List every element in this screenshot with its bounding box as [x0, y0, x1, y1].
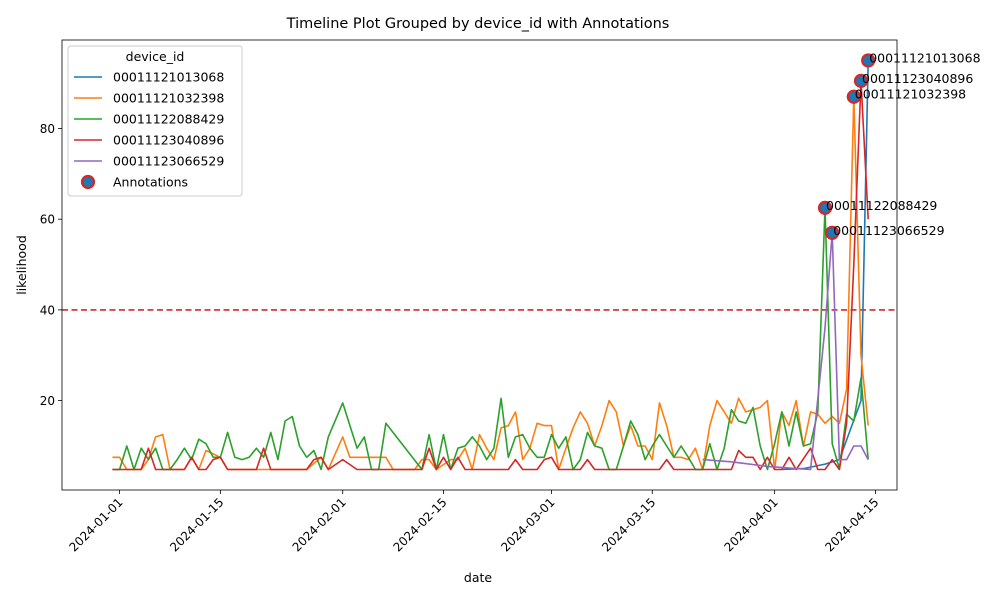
legend-entry-annotations: Annotations: [113, 175, 188, 190]
legend: device_id 00011121013068 00011121032398 000…: [67, 45, 243, 197]
annotation-marker: [853, 73, 869, 88]
annotations: 00011121013068 00011123040896000111210323…: [817, 50, 981, 240]
annotation-label: 00011121032398: [855, 87, 966, 102]
legend-annotation-marker: [80, 174, 96, 190]
axes-frame: [61, 39, 898, 491]
annotation-marker: [817, 200, 833, 215]
legend-entry: 00011123040896: [113, 133, 224, 148]
legend-title: device_id: [126, 49, 185, 64]
legend-entry: 00011123066529: [113, 154, 224, 169]
x-axis-label: date: [464, 570, 492, 585]
y-tick-label: 40: [40, 303, 55, 317]
y-tick-label: 60: [40, 213, 55, 227]
series-line-00011123066529: [702, 232, 869, 471]
annotation-label: 00011123040896: [862, 71, 973, 86]
series-lines: [112, 60, 869, 471]
annotation-label: 00011121013068: [869, 50, 980, 65]
annotation-marker: [825, 225, 840, 240]
y-axis-label: likelihood: [14, 235, 29, 295]
series-line-00011122088429: [112, 207, 869, 471]
legend-entry: 00011121013068: [113, 70, 224, 85]
legend-box: [67, 45, 243, 197]
legend-entry: 00011122088429: [113, 112, 224, 127]
annotation-marker: [861, 53, 876, 68]
y-axis-ticks: 20 40 60 80: [40, 122, 62, 408]
legend-entry: 00011121032398: [113, 91, 224, 106]
chart-title: Timeline Plot Grouped by device_id with …: [286, 16, 670, 32]
annotation-label: 00011122088429: [826, 198, 937, 213]
annotation-label: 00011123066529: [833, 223, 944, 238]
series-line-00011123040896: [112, 80, 869, 471]
y-tick-label: 80: [40, 122, 55, 136]
y-tick-label: 20: [40, 394, 55, 408]
annotation-marker: [846, 89, 861, 104]
